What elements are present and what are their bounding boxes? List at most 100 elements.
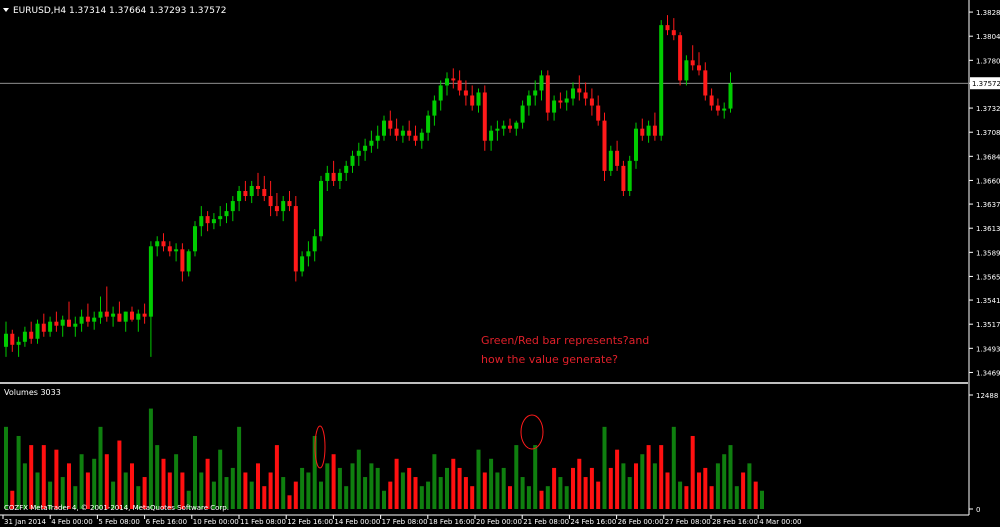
volume-bar [16,435,21,509]
candle-body [413,135,418,141]
volume-bar [734,486,739,509]
candle-body [98,311,103,318]
candle-body [205,216,210,224]
volume-bar [382,490,386,509]
candle-body [608,150,613,171]
candle-body [243,191,248,197]
candle-body [684,60,689,81]
volume-bar [533,445,538,509]
candle-body [130,311,134,320]
volume-bar [237,426,242,509]
candle-body [60,319,65,326]
volume-bar [451,458,456,509]
candle-body [463,90,468,96]
candle-body [520,105,525,123]
volume-bar [363,477,368,509]
volume-bar [230,467,235,509]
volume-tick-label: 12488 [976,392,998,400]
volume-bar [678,481,683,509]
time-tick-label: 4 Mar 00:00 [759,518,801,526]
candle-body [180,249,185,272]
candle-body [10,333,15,345]
candle-body [262,188,267,197]
volume-bar [741,472,746,509]
candle-body [375,135,380,141]
candle-body [445,78,449,86]
volume-bar [155,445,160,509]
time-tick-label: 6 Feb 16:00 [146,518,187,526]
volume-bar [256,463,260,509]
volume-bar [634,463,638,509]
candle-body [615,150,620,166]
volume-bar [400,472,405,509]
volume-bar [375,467,380,509]
price-axis: 1.38280 1.38040 1.37800 1.37325 1.37085 1.368… [968,0,1000,515]
candle-body [111,313,116,317]
candle-body [715,105,720,111]
volume-bar [243,472,248,509]
volume-pane[interactable] [4,408,764,509]
candle-body [419,132,424,141]
volume-bar [640,454,645,509]
volume-bar [306,472,311,509]
volume-bar [199,472,204,509]
candle-body [237,191,242,202]
candle-body [92,317,97,322]
volume-bar [123,472,128,509]
volume-bar [350,463,355,509]
price-pane[interactable] [0,15,968,357]
volume-bar [161,458,166,509]
volume-bar [514,445,519,509]
candle-body [438,85,443,101]
candle-body [48,321,53,332]
volume-bar [180,472,185,509]
price-tick-label: 1.35650 [976,273,1000,281]
volume-bar [577,458,582,509]
candle-body [564,98,569,103]
volume-bar [22,463,27,509]
volume-bar [48,481,53,509]
volume-bar [715,463,720,509]
volume-bar [690,435,695,509]
volume-bar [369,463,374,509]
time-tick-label: 18 Feb 16:00 [429,518,475,526]
candle-body [671,30,676,36]
candle-body [85,316,90,322]
volume-bar [558,477,563,509]
symbol-info-text: EURUSD,H4 1.37314 1.37664 1.37293 1.3757… [13,6,226,16]
volume-bar [268,472,273,509]
volume-bar [41,445,46,509]
candle-body [621,165,626,191]
volume-bar [445,467,449,509]
candle-body [697,65,701,71]
candle-body [155,241,160,247]
annotation-line-2: how the value generate? [481,353,618,366]
current-price-label: 1.37572 [972,80,1000,88]
candle-body [577,88,582,93]
pane-separator[interactable] [0,382,968,384]
candle-body [432,100,437,116]
candle-body [571,88,575,99]
candle-body [369,140,374,146]
candle-body [690,60,695,66]
volume-bar [552,467,557,509]
volume-bar [193,435,197,509]
dropdown-triangle-icon[interactable] [3,8,9,12]
volume-bar [463,477,468,509]
volume-bar [470,486,475,509]
volume-bar [300,467,305,509]
candle-body [4,333,8,347]
time-tick-label: 31 Jan 2014 [4,518,47,526]
volume-bar [186,490,191,509]
volume-bar [564,486,569,509]
volume-bar [407,467,412,509]
volume-bar [627,477,632,509]
volume-bar [501,467,506,509]
volume-bar [249,481,254,509]
volume-indicator-title: Volumes 3033 [4,388,61,397]
candle-body [627,160,632,191]
candle-body [256,185,260,189]
volume-bar [426,481,431,509]
volume-bar [760,490,764,509]
